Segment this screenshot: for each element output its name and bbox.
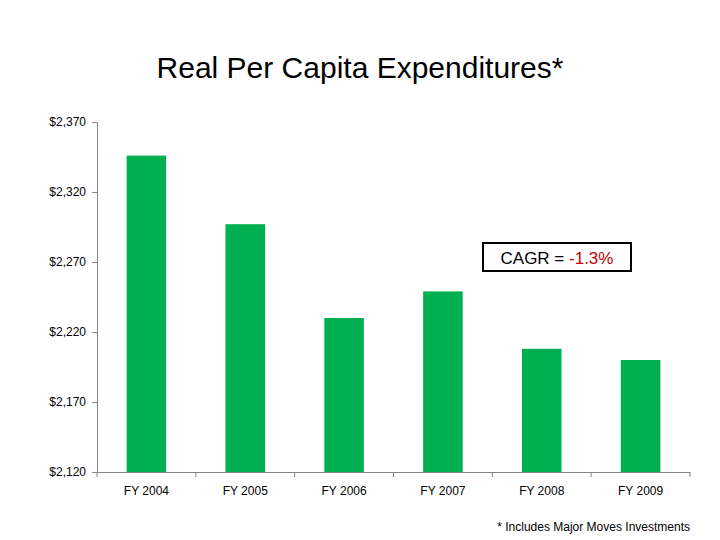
x-boundary-tick	[294, 472, 295, 477]
x-boundary-tick	[591, 472, 592, 477]
y-tick: $2,270	[49, 255, 97, 269]
x-boundary-tick	[492, 472, 493, 477]
annotation-text: CAGR = -1.3%	[501, 249, 614, 268]
y-tick-label: $2,370	[49, 115, 86, 129]
bars	[127, 156, 661, 472]
x-tick-label: FY 2008	[519, 484, 564, 498]
plot: $2,120 $2,170 $2,220 $2,270 $2,320 $2,370 FY 2…	[49, 115, 690, 497]
y-tick-mark	[92, 402, 97, 403]
x-axis: FY 2004 FY 2005 FY 2006 FY 2007 FY 2008 FY 20…	[97, 472, 691, 498]
y-tick-label: $2,120	[49, 465, 86, 479]
annotation: CAGR = -1.3%	[483, 243, 631, 271]
y-tick-label: $2,270	[49, 255, 86, 269]
y-tick: $2,120	[49, 465, 97, 479]
y-tick: $2,320	[49, 185, 97, 199]
y-tick-mark	[92, 332, 97, 333]
x-boundary-tick	[97, 472, 98, 477]
y-tick: $2,220	[49, 325, 97, 339]
x-boundary-tick	[195, 472, 196, 477]
x-boundary-tick	[690, 472, 691, 477]
y-tick: $2,370	[49, 115, 97, 129]
x-tick-label: FY 2005	[223, 484, 268, 498]
x-tick: FY 2008	[519, 472, 564, 498]
footnote: * Includes Major Moves Investments	[497, 520, 690, 534]
x-tick: FY 2004	[124, 472, 169, 498]
bar	[522, 349, 562, 472]
y-axis: $2,120 $2,170 $2,220 $2,270 $2,320 $2,370	[49, 115, 97, 479]
chart: Real Per Capita Expenditures* $2,120 $2,17…	[0, 0, 720, 540]
y-tick: $2,170	[49, 395, 97, 409]
x-tick: FY 2006	[322, 472, 367, 498]
y-tick-label: $2,220	[49, 325, 86, 339]
y-tick-mark	[92, 122, 97, 123]
y-tick-label: $2,170	[49, 395, 86, 409]
x-boundary-ticks	[97, 472, 690, 477]
annotation-box	[483, 243, 631, 271]
y-tick-label: $2,320	[49, 185, 86, 199]
x-tick: FY 2005	[223, 472, 268, 498]
x-boundary-tick	[393, 472, 394, 477]
y-axis-line	[97, 123, 98, 473]
x-tick-label: FY 2004	[124, 484, 169, 498]
annotation-value: -1.3%	[569, 249, 613, 268]
x-tick-label: FY 2009	[618, 484, 663, 498]
bar	[324, 318, 364, 472]
bar	[127, 156, 167, 472]
annotation-label: CAGR =	[501, 249, 570, 268]
x-tick-label: FY 2007	[420, 484, 465, 498]
bar	[423, 291, 463, 472]
bar	[225, 224, 265, 472]
y-tick-mark	[92, 192, 97, 193]
bar	[621, 360, 661, 472]
title: Real Per Capita Expenditures*	[157, 51, 564, 84]
y-tick-mark	[92, 262, 97, 263]
x-tick: FY 2009	[618, 472, 663, 498]
x-tick: FY 2007	[420, 472, 465, 498]
y-tick-mark	[92, 472, 97, 473]
x-tick-label: FY 2006	[322, 484, 367, 498]
